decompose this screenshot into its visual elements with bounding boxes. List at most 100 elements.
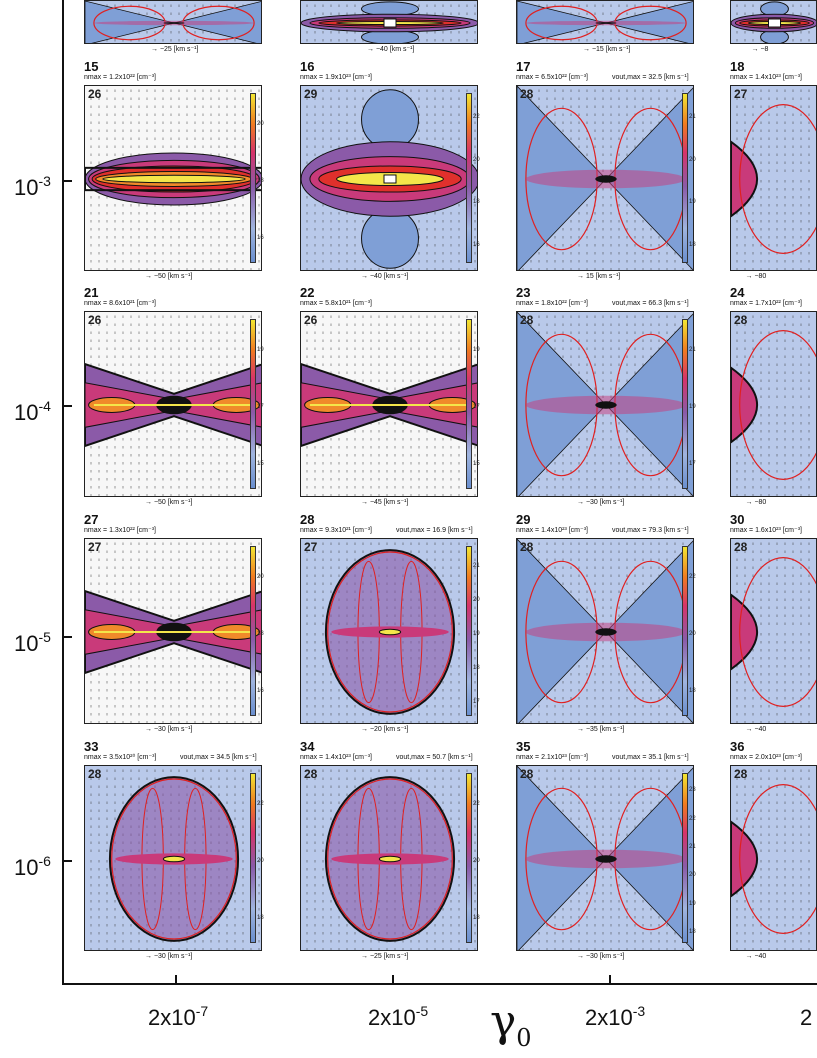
colorbar-tick-label: 20 bbox=[473, 858, 480, 864]
colorbar-tick-label: 19 bbox=[257, 347, 264, 354]
velocity-field bbox=[736, 89, 810, 270]
colorbar-tick-label: 20 bbox=[473, 597, 480, 603]
x-tick-label: 2x10-5 bbox=[368, 1003, 429, 1030]
colorbar-tick-label: 18 bbox=[257, 914, 264, 921]
outflow-contour bbox=[739, 557, 816, 707]
velocity-scale-label: → −40 [km s⁻¹] bbox=[367, 46, 415, 53]
density-map: 28 bbox=[84, 765, 262, 951]
colorbar-tick-label: 19 bbox=[473, 631, 480, 637]
colorbar-tick-label: 21 bbox=[689, 114, 696, 121]
vout-label: vout,max = 50.7 [km s⁻¹] bbox=[396, 754, 473, 761]
colorbar-tick-label: 21 bbox=[473, 563, 480, 569]
inner-label: 26 bbox=[304, 313, 318, 327]
colorbar-tick-label: 22 bbox=[257, 801, 264, 808]
inner-label: 28 bbox=[520, 313, 534, 327]
panel-number: 24 bbox=[730, 285, 745, 300]
panel-number: 15 bbox=[84, 59, 99, 74]
nmax-label: nmax = 2.1x10²³ [cm⁻³] bbox=[516, 754, 588, 761]
model-panel: 28 nmax = 9.3x10²¹ [cm⁻³] vout,max = 16.9 … bbox=[300, 512, 480, 738]
density-map: 26 bbox=[84, 311, 262, 497]
inner-label: 26 bbox=[88, 313, 102, 327]
central-core bbox=[768, 18, 781, 28]
vout-label: vout,max = 66.3 [km s⁻¹] bbox=[612, 300, 689, 307]
outflow-contour bbox=[111, 778, 237, 940]
velocity-scale-label: → −50 [km s⁻¹] bbox=[145, 273, 193, 280]
colorbar-tick-label: 20 bbox=[689, 872, 696, 879]
velocity-scale-label: → −45 [km s⁻¹] bbox=[361, 499, 409, 506]
inner-label: 28 bbox=[734, 767, 748, 781]
model-panel: 18 nmax = 1.4x10²³ [cm⁻³] 27 → −80 bbox=[730, 60, 817, 285]
nmax-label: nmax = 1.4x10²³ [cm⁻³] bbox=[730, 74, 802, 81]
panel-number: 30 bbox=[730, 512, 745, 527]
partial-plot bbox=[730, 0, 817, 44]
colorbar-tick-label: 19 bbox=[689, 900, 696, 907]
colorbar-tick-label: 18 bbox=[689, 928, 696, 935]
y-tick-mark bbox=[64, 180, 72, 182]
density-map: 28 bbox=[300, 765, 478, 951]
colorbar-tick-label: 19 bbox=[689, 404, 696, 410]
model-panel: 15 nmax = 1.2x10²² [cm⁻³] 26 20 18 16 → −50 [k… bbox=[84, 59, 264, 285]
central-core bbox=[595, 175, 617, 183]
colorbar bbox=[250, 546, 256, 716]
central-core bbox=[383, 18, 397, 28]
disk-region bbox=[731, 820, 758, 898]
velocity-scale-label: → −30 [km s⁻¹] bbox=[577, 499, 625, 506]
density-contour bbox=[102, 174, 246, 184]
density-map: 27 bbox=[84, 538, 262, 724]
nmax-label: nmax = 1.6x10²³ [cm⁻³] bbox=[730, 527, 802, 534]
panel-number: 35 bbox=[516, 739, 531, 754]
colorbar bbox=[466, 773, 472, 943]
colorbar-tick-label: 17 bbox=[257, 404, 264, 410]
x-tick-label: 2x10-7 bbox=[148, 1003, 209, 1030]
colorbar bbox=[250, 93, 256, 263]
colorbar-tick-label: 16 bbox=[257, 234, 264, 241]
central-core bbox=[162, 855, 186, 863]
polar-lobe bbox=[361, 89, 419, 150]
nmax-label: nmax = 2.0x10²³ [cm⁻³] bbox=[730, 754, 802, 761]
y-tick-mark bbox=[64, 636, 72, 638]
velocity-scale-label: → −35 [km s⁻¹] bbox=[577, 726, 625, 733]
colorbar-tick-label: 17 bbox=[689, 460, 696, 467]
colorbar-tick-label: 20 bbox=[257, 574, 264, 581]
model-panel: 24 nmax = 1.7x10²² [cm⁻³] 28 → −80 bbox=[730, 286, 817, 511]
central-core bbox=[378, 855, 402, 863]
outflow-contour bbox=[739, 104, 816, 254]
colorbar-tick-label: 15 bbox=[473, 460, 480, 467]
panel-number: 33 bbox=[84, 739, 99, 754]
central-core bbox=[378, 628, 402, 636]
nmax-label: nmax = 6.5x10²² [cm⁻³] bbox=[516, 74, 588, 81]
y-tick-label: 10-5 bbox=[14, 629, 51, 656]
central-core bbox=[595, 855, 617, 863]
panel-number: 22 bbox=[300, 285, 315, 300]
velocity-scale-label: → −15 [km s⁻¹] bbox=[583, 46, 631, 53]
inner-label: 28 bbox=[520, 87, 534, 101]
inner-label: 27 bbox=[734, 87, 748, 101]
colorbar-tick-label: 17 bbox=[473, 404, 480, 410]
colorbar-tick-label: 18 bbox=[473, 199, 480, 206]
colorbar-tick-label: 18 bbox=[257, 631, 264, 637]
outflow-contour bbox=[739, 330, 816, 480]
velocity-scale-label: → −40 [km s⁻¹] bbox=[361, 273, 409, 280]
density-map: 28 bbox=[516, 538, 694, 724]
colorbar bbox=[682, 93, 688, 263]
model-panel: 23 nmax = 1.8x10²² [cm⁻³] vout,max = 66.3 … bbox=[516, 286, 696, 511]
density-map: 26 bbox=[84, 85, 262, 271]
x-tick-mark bbox=[392, 975, 394, 983]
y-tick-label: 10-6 bbox=[14, 853, 51, 880]
nmax-label: nmax = 5.8x10²¹ [cm⁻³] bbox=[300, 300, 372, 307]
partial-plot bbox=[300, 0, 478, 44]
model-panel: 22 nmax = 5.8x10²¹ [cm⁻³] 26 19 17 15 → −45 [k… bbox=[300, 285, 480, 511]
x-tick-label: 2x10-3 bbox=[585, 1003, 646, 1030]
polar-lobe bbox=[361, 208, 419, 269]
y-tick-mark bbox=[64, 860, 72, 862]
colorbar bbox=[250, 319, 256, 489]
colorbar-tick-label: 20 bbox=[257, 121, 264, 128]
density-map: 28 bbox=[730, 538, 817, 724]
colorbar-tick-label: 18 bbox=[689, 241, 696, 248]
colorbar bbox=[466, 319, 472, 489]
panel-number: 29 bbox=[516, 512, 531, 527]
colorbar-tick-label: 21 bbox=[689, 843, 696, 850]
panel-number: 28 bbox=[300, 512, 315, 527]
cavity-region bbox=[517, 1, 693, 43]
velocity-scale-label: → −20 [km s⁻¹] bbox=[361, 726, 409, 733]
